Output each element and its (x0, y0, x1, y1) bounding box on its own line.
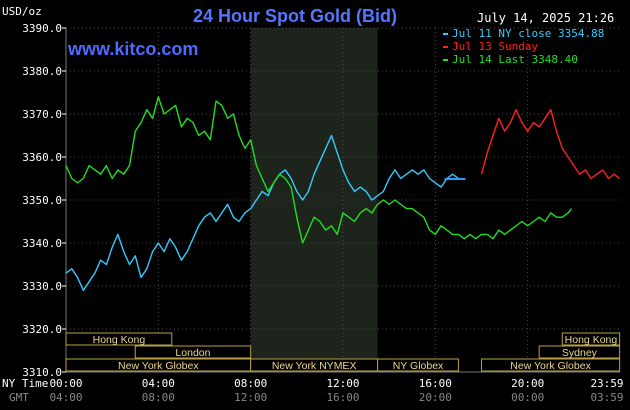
y-tick-label: 3330.0 (22, 280, 62, 293)
gmt-tick-label: 16:00 (326, 391, 359, 404)
ny-time-tick-label: 00:00 (49, 377, 82, 390)
ny-time-tick-label: 04:00 (142, 377, 175, 390)
series-line (65, 134, 459, 291)
kitco-watermark: www.kitco.com (67, 39, 198, 59)
ny-time-tick-label: 23:59 (590, 377, 623, 390)
gmt-tick-label: 04:00 (49, 391, 82, 404)
session-label: Sydney (562, 347, 598, 359)
series-lines (65, 96, 620, 291)
session-label: Hong Kong (565, 334, 618, 346)
session-label: New York Globex (118, 360, 199, 372)
session-label: New York Globex (510, 360, 591, 372)
y-tick-label: 3350.0 (22, 194, 62, 207)
session-label: New York NYMEX (272, 360, 357, 372)
y-tick-label: 3390.0 (22, 22, 62, 35)
session-label: NY Globex (393, 360, 444, 372)
y-tick-label: 3320.0 (22, 323, 62, 336)
legend-label: Jul 14 Last 3348.40 (452, 53, 578, 66)
gmt-tick-label: 12:00 (234, 391, 267, 404)
legend-label: Jul 13 Sunday (452, 40, 538, 53)
series-line (65, 96, 573, 244)
gmt-tick-label: 08:00 (142, 391, 175, 404)
gmt-tick-label: 03:59 (590, 391, 623, 404)
ny-time-tick-label: 20:00 (511, 377, 544, 390)
session-bar (538, 345, 621, 359)
x-axis: 00:00 04:00 08:00 12:00 16:00 20:00 23:5904:00… (49, 377, 623, 404)
ny-time-tick-label: 12:00 (326, 377, 359, 390)
y-tick-label: 3340.0 (22, 237, 62, 250)
grid (65, 27, 620, 373)
reference-close-marker (444, 178, 466, 181)
gmt-tick-label: 20:00 (419, 391, 452, 404)
chart-title: 24 Hour Spot Gold (Bid) (193, 6, 397, 26)
legend-swatch (443, 46, 448, 48)
legend-swatch (443, 59, 448, 61)
series-line (480, 108, 620, 180)
gmt-tick-label: 00:00 (511, 391, 544, 404)
session-bar (377, 358, 459, 372)
y-tick-label: 3360.0 (22, 151, 62, 164)
session-bar (134, 345, 252, 359)
y-tick-label: 3310.0 (22, 366, 62, 379)
y-tick-label: 3380.0 (22, 65, 62, 78)
y-axis-unit-label: USD/oz (2, 5, 42, 18)
ny-time-tick-label: 08:00 (234, 377, 267, 390)
ny-time-tick-label: 16:00 (419, 377, 452, 390)
gmt-label: GMT (9, 391, 29, 404)
y-tick-label: 3370.0 (22, 108, 62, 121)
session-label: London (175, 347, 210, 359)
legend-label: Jul 11 NY close 3354.88 (452, 27, 604, 40)
y-axis: 3390.0 3380.0 3370.0 3360.0 3350.0 3340.0 3330… (22, 22, 66, 379)
legend-swatch (443, 33, 448, 35)
ny-time-label: NY Time (2, 377, 48, 390)
session-label: Hong Kong (93, 334, 146, 346)
session-bar (481, 358, 621, 372)
session-bar (65, 332, 173, 346)
session-bar (561, 332, 621, 346)
chart-timestamp: July 14, 2025 21:26 (477, 11, 614, 25)
